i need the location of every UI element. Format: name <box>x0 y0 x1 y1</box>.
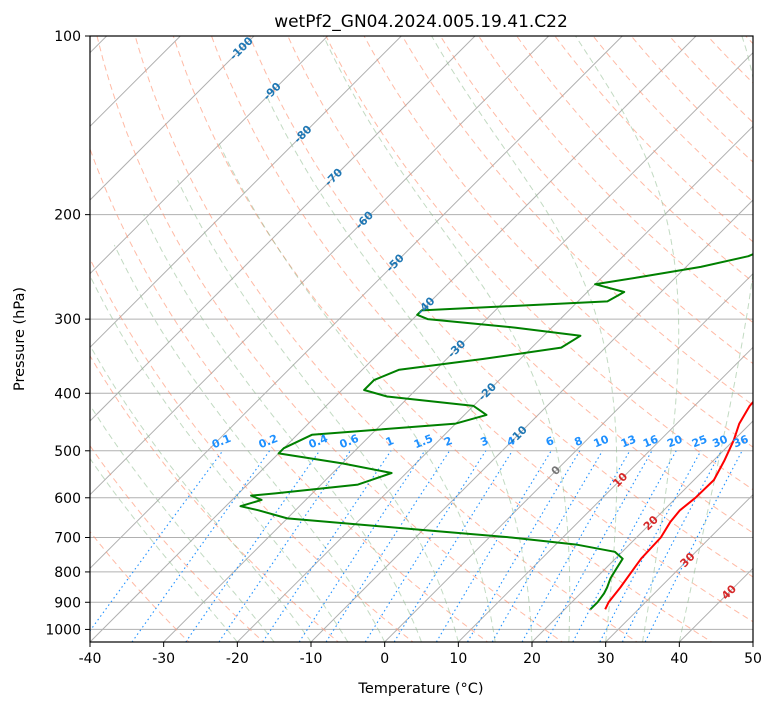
x-tick-label: -10 <box>300 651 323 667</box>
moist-adiabat-line <box>90 344 312 642</box>
moist-adiabat-line <box>265 93 533 642</box>
isotherm-gridline <box>90 36 329 275</box>
moist-adiabat-line <box>90 274 349 642</box>
y-axis-title: Pressure (hPa) <box>12 287 28 391</box>
dry-adiabat-line <box>90 147 489 642</box>
y-tick-label: 900 <box>54 595 81 611</box>
isotherm-gridline <box>605 493 753 642</box>
plot-background <box>90 36 753 642</box>
y-tick-label: 500 <box>54 444 81 460</box>
x-tick-label: 20 <box>523 651 541 667</box>
mixing-ratio-label: 30 <box>711 433 730 451</box>
isotherm-gridline <box>236 125 753 642</box>
axes: -40 -30 -20 -10 0 10 20 30 40 50 100 200 300 400 500 60… <box>45 29 762 667</box>
moist-adiabat-line <box>177 179 459 642</box>
x-tick-label: -40 <box>79 651 102 667</box>
mixing-ratio-label: 10 <box>592 433 611 451</box>
x-axis-title: Temperature (°C) <box>357 681 483 697</box>
dry-adiabat-line <box>134 36 638 642</box>
isotherm-gridline <box>531 420 753 642</box>
mixing-ratio-label: 3 <box>478 434 490 449</box>
x-tick-label: -30 <box>152 651 175 667</box>
mixing-ratio-label: 25 <box>690 433 709 451</box>
moist-adiabat-line <box>90 457 238 642</box>
plot-frame <box>89 35 754 643</box>
moist-adiabat-line <box>217 140 496 642</box>
isotherm-gridline <box>90 36 255 201</box>
x-tick-label: 10 <box>449 651 467 667</box>
mixing-ratio-line <box>467 450 581 642</box>
sounding-series <box>239 253 753 611</box>
isotherm-gridline <box>90 36 476 422</box>
isotherm-gridline <box>163 51 753 642</box>
mixing-ratio-label: 20 <box>665 433 684 451</box>
mixing-ratio-label: 16 <box>641 433 660 451</box>
moist-adiabat-line <box>575 36 680 642</box>
x-tick-label: -20 <box>226 651 249 667</box>
y-tick-label: 400 <box>54 386 81 402</box>
y-tick-label: 100 <box>54 29 81 45</box>
mixing-ratio-line <box>262 450 392 642</box>
mixing-ratio-label: 1 <box>384 434 396 449</box>
dry-adiabat-line <box>90 257 414 642</box>
mixing-ratio-line <box>393 450 513 642</box>
isotherm-gridline <box>90 36 623 570</box>
dry-adiabat-line <box>90 354 340 642</box>
y-tick-label: 700 <box>54 531 81 547</box>
temperature-profile-line <box>604 400 753 610</box>
mixing-ratio-line <box>364 450 487 642</box>
mixing-ratio-line <box>298 450 426 642</box>
x-tick-label: 30 <box>597 651 615 667</box>
mixing-ratio-label: 13 <box>619 433 638 451</box>
x-tick-label: 40 <box>670 651 688 667</box>
mixing-ratio-line <box>599 450 702 642</box>
moist-adiabat-line <box>323 36 571 642</box>
moist-adiabat-line <box>678 36 753 642</box>
dry-adiabat-line <box>516 36 753 283</box>
isotherm-gridline <box>90 36 402 349</box>
y-tick-label: 600 <box>54 491 81 507</box>
dry-adiabat-line <box>210 36 753 623</box>
y-tick-label: 1000 <box>45 622 81 638</box>
mixing-ratio-line <box>218 450 351 642</box>
mixing-ratio-line <box>185 450 321 642</box>
y-tick-label: 200 <box>54 208 81 224</box>
moist-adiabat-line <box>90 404 275 642</box>
isotherm-gridline <box>310 199 753 642</box>
moist-adiabat-line <box>143 214 422 642</box>
isotherm-gridline <box>90 36 550 496</box>
y-tick-label: 300 <box>54 312 81 328</box>
mixing-ratio-line <box>435 450 552 642</box>
y-tick-label: 800 <box>54 565 81 581</box>
background-lines <box>90 36 753 642</box>
mixing-ratio-label: 36 <box>731 433 750 451</box>
mixing-ratio-label: 8 <box>572 434 584 449</box>
chart-title: wetPf2_GN04.2024.005.19.41.C22 <box>274 12 568 32</box>
mixing-ratio-line <box>325 450 451 642</box>
dry-adiabat-line <box>96 36 564 642</box>
mixing-ratio-line <box>572 450 677 642</box>
dry-adiabat-line <box>287 36 753 534</box>
x-tick-label: 0 <box>380 651 389 667</box>
x-tick-label: 50 <box>744 651 762 667</box>
isotherm-gridline <box>384 272 753 642</box>
dewpoint-profile-line <box>239 253 753 611</box>
dry-adiabat-line <box>90 444 265 642</box>
moist-adiabat-line <box>113 244 386 642</box>
mixing-ratio-label: 2 <box>442 434 454 449</box>
isotherm-gridline <box>457 346 753 642</box>
